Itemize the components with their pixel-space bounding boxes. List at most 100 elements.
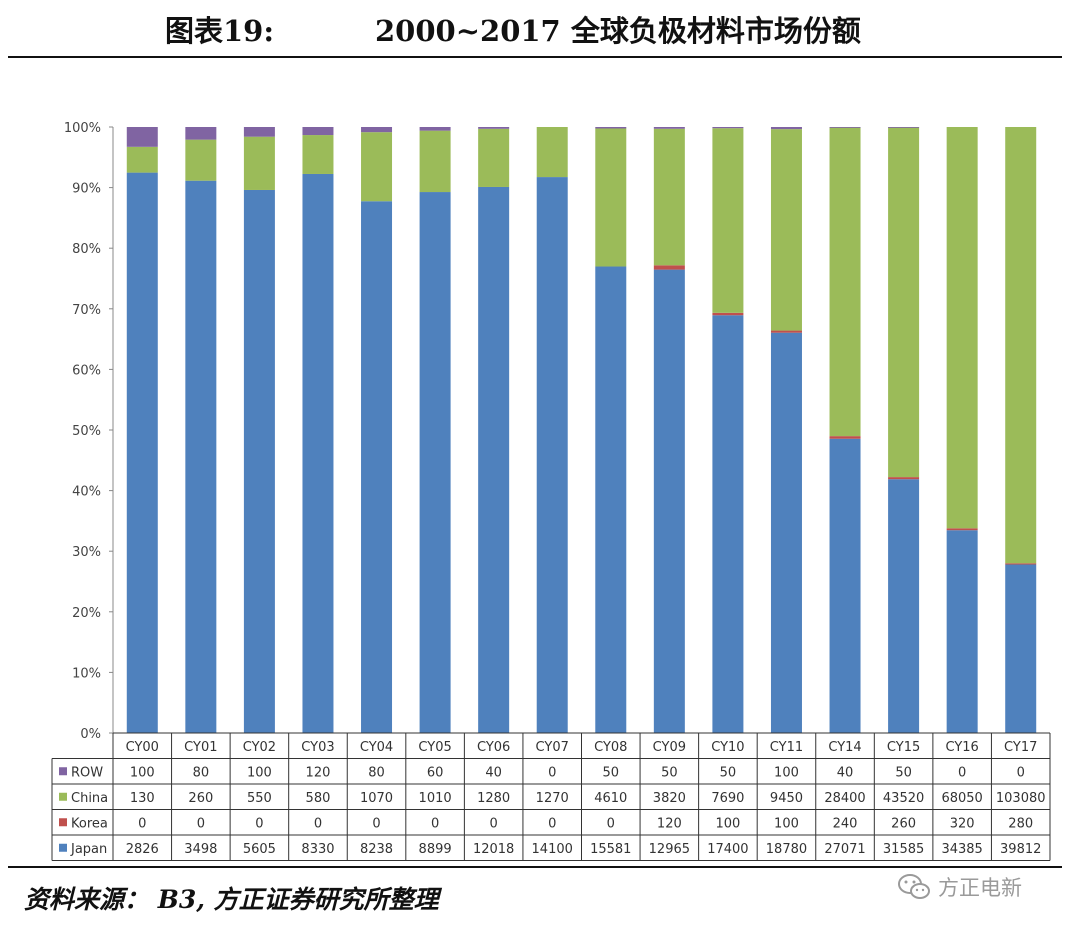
table-value: 17400 xyxy=(707,842,748,857)
table-value: 103080 xyxy=(996,791,1046,806)
bar-segment-china xyxy=(829,127,861,437)
table-value: 260 xyxy=(188,791,213,806)
table-value: 100 xyxy=(774,816,799,831)
table-value: 0 xyxy=(197,816,205,831)
table-value: 34385 xyxy=(941,842,982,857)
bar-segment-japan xyxy=(185,180,217,733)
legend-label-row: ROW xyxy=(71,765,103,780)
category-label: CY05 xyxy=(418,740,451,755)
y-tick-label: 90% xyxy=(72,182,101,197)
category-label: CY01 xyxy=(184,740,217,755)
y-tick-label: 80% xyxy=(72,242,101,257)
watermark: 方正电新 xyxy=(896,870,1022,904)
bar-segment-japan xyxy=(302,173,334,733)
y-tick-label: 40% xyxy=(72,485,101,500)
bar-segment-china xyxy=(243,136,275,190)
table-value: 0 xyxy=(138,816,146,831)
table-value: 15581 xyxy=(590,842,631,857)
bar-segment-china xyxy=(653,128,685,266)
table-value: 50 xyxy=(720,765,737,780)
source-note: 资料来源： B3, 方正证券研究所整理 xyxy=(24,885,439,914)
table-value: 50 xyxy=(895,765,912,780)
category-label: CY10 xyxy=(711,740,744,755)
table-value: 5605 xyxy=(243,842,276,857)
category-label: CY06 xyxy=(477,740,510,755)
table-value: 100 xyxy=(247,765,272,780)
bar-segment-korea xyxy=(712,312,744,316)
table-value: 0 xyxy=(607,816,615,831)
category-label: CY11 xyxy=(770,740,803,755)
table-value: 2826 xyxy=(126,842,159,857)
category-label: CY04 xyxy=(360,740,393,755)
table-value: 39812 xyxy=(1000,842,1041,857)
table-value: 240 xyxy=(833,816,858,831)
table-value: 120 xyxy=(306,765,331,780)
header-rule xyxy=(8,56,1062,58)
table-value: 0 xyxy=(1017,765,1025,780)
bar-segment-china xyxy=(888,127,920,478)
table-value: 0 xyxy=(548,816,556,831)
table-value: 68050 xyxy=(941,791,982,806)
bar-segment-japan xyxy=(419,192,451,733)
table-value: 100 xyxy=(130,765,155,780)
category-label: CY17 xyxy=(1004,740,1037,755)
bar-segment-korea xyxy=(888,477,920,480)
bar-segment-row xyxy=(478,127,510,129)
chart-title: 2000~2017 全球负极材料市场份额 xyxy=(375,14,861,48)
bar-segment-row xyxy=(185,127,217,140)
bar-segment-china xyxy=(946,127,978,529)
watermark-text: 方正电新 xyxy=(938,876,1022,900)
bar-segment-china xyxy=(536,127,568,178)
category-label: CY09 xyxy=(653,740,686,755)
category-label: CY15 xyxy=(887,740,920,755)
bar-segment-row xyxy=(302,127,334,136)
table-value: 1270 xyxy=(536,791,569,806)
bar-segment-japan xyxy=(361,201,393,734)
table-value: 120 xyxy=(657,816,682,831)
bar-segment-korea xyxy=(946,528,978,531)
table-value: 9450 xyxy=(770,791,803,806)
bar-segment-japan xyxy=(126,172,158,733)
bar-segment-korea xyxy=(829,436,861,439)
bar-segment-china xyxy=(770,129,802,331)
y-tick-label: 60% xyxy=(72,363,101,378)
bar-segment-china xyxy=(302,135,334,174)
bar-segment-china xyxy=(1005,127,1037,564)
table-value: 0 xyxy=(958,765,966,780)
bar-segment-row xyxy=(770,127,802,130)
legend-key-korea xyxy=(59,818,67,827)
table-value: 8899 xyxy=(419,842,452,857)
bar-segment-row xyxy=(653,127,685,129)
table-value: 7690 xyxy=(711,791,744,806)
table-value: 27071 xyxy=(824,842,865,857)
bar-segment-japan xyxy=(1005,564,1037,733)
table-value: 40 xyxy=(837,765,854,780)
bar-segment-china xyxy=(185,139,217,181)
bar-segment-japan xyxy=(888,479,920,733)
bar-segment-row xyxy=(595,127,627,129)
legend-label-korea: Korea xyxy=(71,816,108,831)
table-value: 1070 xyxy=(360,791,393,806)
table-value: 31585 xyxy=(883,842,924,857)
category-label: CY03 xyxy=(301,740,334,755)
table-value: 80 xyxy=(193,765,210,780)
table-value: 8330 xyxy=(301,842,334,857)
table-value: 18780 xyxy=(766,842,807,857)
y-tick-label: 100% xyxy=(64,121,101,136)
bar-segment-japan xyxy=(243,189,275,733)
bar-segment-china xyxy=(595,128,627,267)
table-value: 50 xyxy=(603,765,620,780)
footer-rule xyxy=(8,866,1062,868)
table-value: 40 xyxy=(485,765,502,780)
table-value: 0 xyxy=(372,816,380,831)
table-value: 550 xyxy=(247,791,272,806)
table-value: 50 xyxy=(661,765,678,780)
bar-segment-row xyxy=(829,127,861,128)
table-value: 260 xyxy=(891,816,916,831)
bar-segment-china xyxy=(478,128,510,187)
table-value: 1010 xyxy=(419,791,452,806)
figure-header: 图表19: 2000~2017 全球负极材料市场份额 xyxy=(0,0,1080,58)
table-value: 0 xyxy=(490,816,498,831)
category-label: CY16 xyxy=(945,740,978,755)
table-value: 280 xyxy=(1008,816,1033,831)
